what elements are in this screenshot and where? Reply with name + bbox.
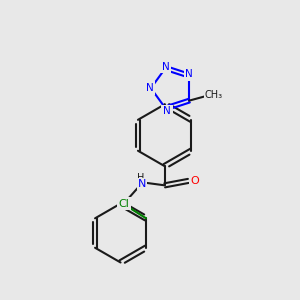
Text: CH₃: CH₃ [205, 90, 223, 100]
Text: N: N [185, 69, 193, 79]
Text: N: N [162, 61, 170, 71]
Text: Cl: Cl [118, 199, 129, 208]
Text: H: H [137, 173, 145, 183]
Text: N: N [138, 179, 146, 189]
Text: N: N [146, 83, 153, 93]
Text: N: N [163, 106, 171, 116]
Text: O: O [190, 176, 199, 186]
